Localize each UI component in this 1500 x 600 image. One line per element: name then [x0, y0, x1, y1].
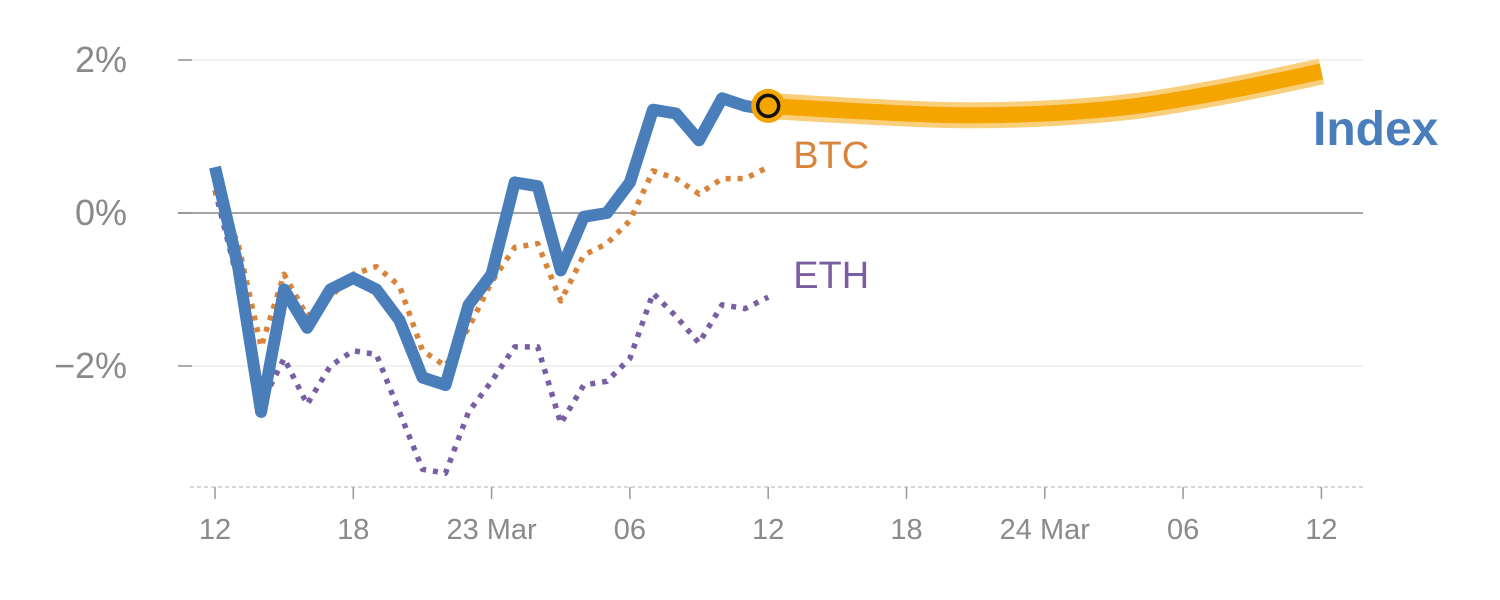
y-tick-label: −2%	[54, 345, 127, 386]
forecast-start-marker	[755, 93, 781, 119]
eth-series-line	[212, 189, 770, 476]
x-tick-label: 23 Mar	[446, 514, 537, 546]
y-tick-label: 0%	[75, 192, 127, 233]
forecast-band-line	[767, 63, 1324, 124]
x-axis: 12 18 23 Mar 06 12 18 24 Mar 06 12	[190, 486, 1363, 546]
series-labels: BTC ETH Index	[793, 103, 1438, 297]
index-series-label: Index	[1313, 103, 1439, 156]
gridlines	[178, 59, 1363, 367]
x-tick-label: 24 Mar	[1000, 514, 1091, 546]
x-tick-label: 18	[890, 514, 922, 546]
y-axis: 2% 0% −2%	[54, 39, 192, 386]
x-tick-label: 06	[614, 514, 646, 546]
series-layer	[209, 58, 1325, 476]
x-tick-label: 12	[199, 514, 231, 546]
index-series-line	[209, 92, 770, 418]
x-tick-label: 12	[1305, 514, 1337, 546]
x-tick-label: 18	[337, 514, 369, 546]
btc-series-label: BTC	[793, 135, 869, 177]
eth-series-label: ETH	[793, 255, 869, 297]
x-tick-label: 12	[752, 514, 784, 546]
y-tick-label: 2%	[75, 39, 127, 80]
x-tick-label: 06	[1167, 514, 1199, 546]
